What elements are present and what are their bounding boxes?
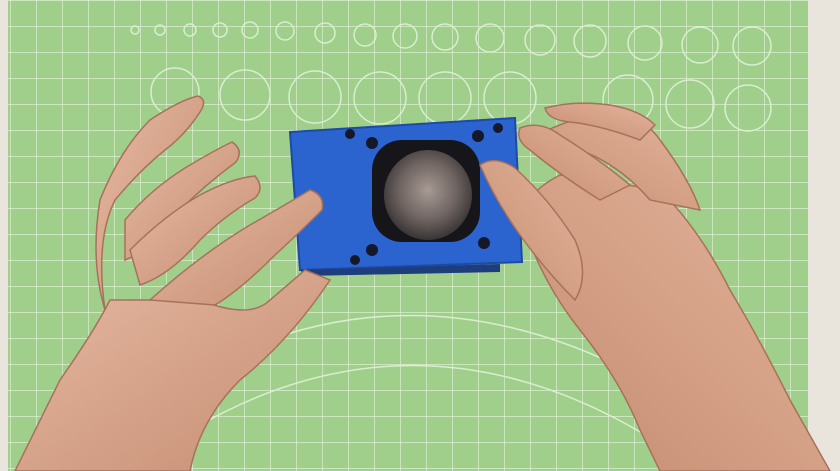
right-hand (479, 102, 831, 471)
speaker-box (288, 116, 524, 276)
left-hand (14, 95, 332, 471)
speaker-cone (384, 150, 472, 240)
